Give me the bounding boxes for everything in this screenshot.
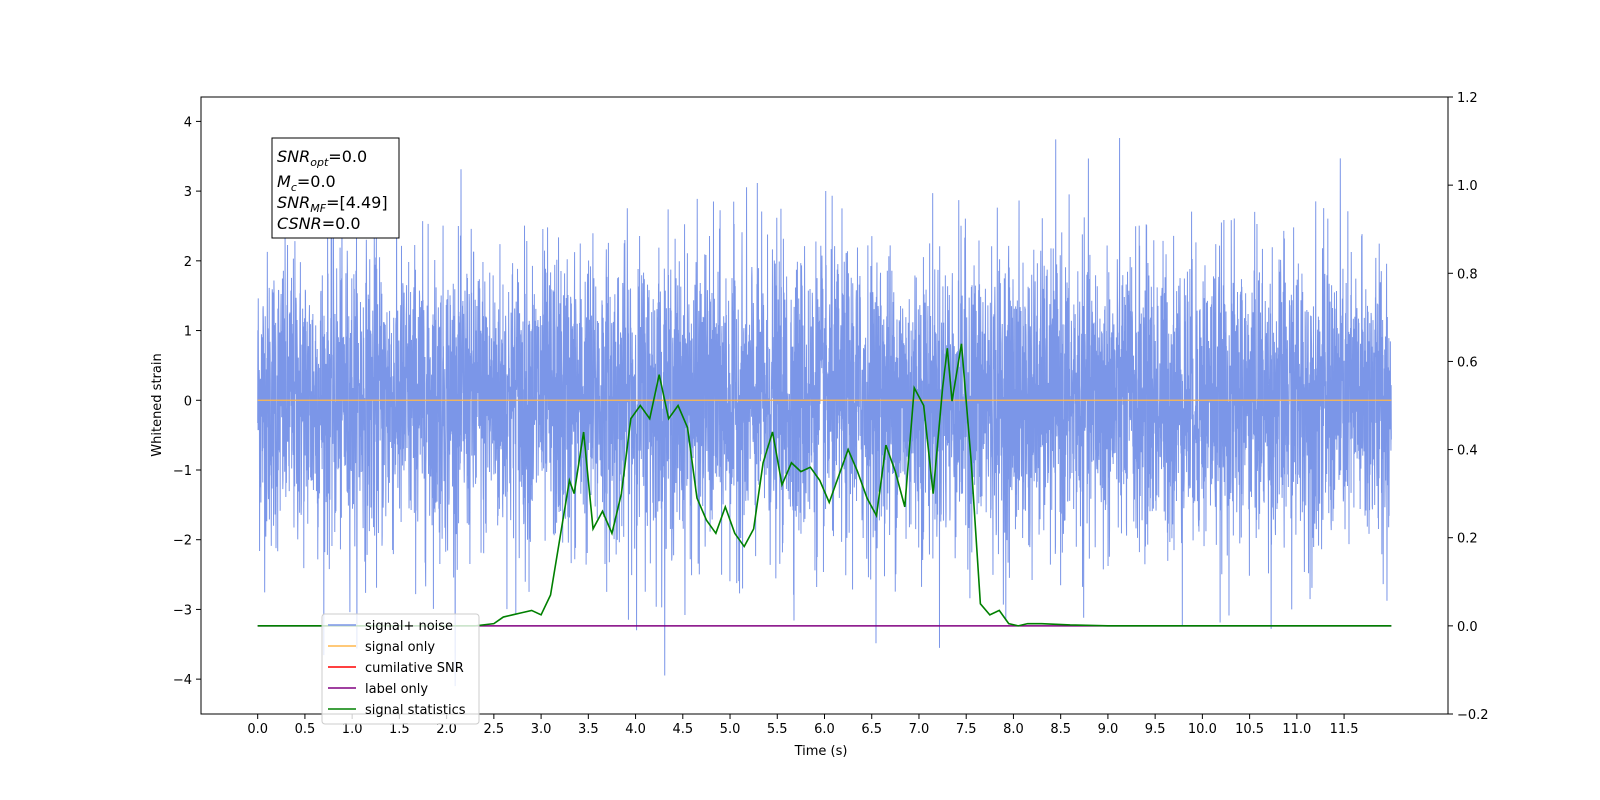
y2-tick-label: 0.6 bbox=[1457, 355, 1478, 370]
x-tick-label: 1.0 bbox=[342, 722, 363, 737]
info-mc-sub: c bbox=[291, 181, 297, 194]
y-axis-right: 1.2 1.0 0.8 0.6 0.4 0.2 0.0 −0.2 bbox=[1448, 91, 1489, 723]
info-csnr-val: =0.0 bbox=[322, 214, 361, 233]
info-mc-main: M bbox=[277, 172, 291, 191]
info-snr-opt-val: =0.0 bbox=[328, 147, 367, 166]
info-snr-mf-val: =[4.49] bbox=[326, 193, 388, 212]
y-axis-left: 4 3 2 1 0 −1 −2 −3 −4 bbox=[173, 115, 201, 688]
x-tick-label: 2.0 bbox=[436, 722, 457, 737]
x-tick-label: 5.5 bbox=[767, 722, 788, 737]
y-tick-label: 3 bbox=[184, 185, 192, 200]
x-tick-label: 11.5 bbox=[1330, 722, 1359, 737]
info-snr-mf-sub: MF bbox=[310, 202, 326, 215]
y-tick-label: −4 bbox=[173, 673, 192, 688]
x-tick-label: 5.0 bbox=[720, 722, 741, 737]
legend-label-label-only: label only bbox=[365, 682, 428, 697]
y-axis-label: Whitened strain bbox=[150, 353, 165, 456]
x-tick-label: 0.0 bbox=[247, 722, 268, 737]
y-tick-label: −3 bbox=[173, 603, 192, 618]
info-snr-mf: SNRMF=[4.49] bbox=[277, 193, 388, 215]
x-tick-label: 3.5 bbox=[578, 722, 599, 737]
x-axis: 0.0 0.5 1.0 1.5 2.0 2.5 3.0 3.5 4.0 4.5 5.0 5.5 6.0 6… bbox=[247, 714, 1359, 737]
y2-tick-label: 0.0 bbox=[1457, 620, 1478, 635]
info-box: SNRopt=0.0 Mc=0.0 SNRMF=[4.49] CSNR=0.0 bbox=[271, 137, 400, 239]
x-tick-label: 4.0 bbox=[625, 722, 646, 737]
x-tick-label: 6.0 bbox=[814, 722, 835, 737]
y-tick-label: 1 bbox=[184, 325, 192, 340]
x-tick-label: 2.5 bbox=[484, 722, 505, 737]
info-snr-opt-sub: opt bbox=[310, 156, 329, 169]
x-tick-label: 8.5 bbox=[1050, 722, 1071, 737]
legend: signal+ noise signal only cumilative SNR… bbox=[321, 613, 480, 725]
signal-statistics-line bbox=[257, 343, 1392, 627]
y-tick-label: 0 bbox=[184, 394, 192, 409]
info-box-frame bbox=[271, 137, 400, 239]
info-csnr: CSNR=0.0 bbox=[277, 214, 361, 233]
legend-label-signal-noise: signal+ noise bbox=[365, 619, 453, 634]
x-tick-label: 6.5 bbox=[861, 722, 882, 737]
info-csnr-main: CSNR bbox=[277, 214, 322, 233]
info-snr-opt: SNRopt=0.0 bbox=[277, 147, 367, 169]
x-tick-label: 10.0 bbox=[1188, 722, 1217, 737]
legend-label-signal-statistics: signal statistics bbox=[365, 703, 466, 718]
y2-tick-label: 1.2 bbox=[1457, 91, 1478, 106]
x-tick-label: 7.5 bbox=[956, 722, 977, 737]
signal-statistics-series bbox=[257, 343, 1392, 627]
info-mc-val: =0.0 bbox=[297, 172, 336, 191]
signal-noise-series bbox=[257, 137, 1392, 687]
x-tick-label: 4.5 bbox=[672, 722, 693, 737]
signal-noise-line bbox=[257, 137, 1392, 687]
x-axis-label: Time (s) bbox=[794, 744, 848, 759]
y-tick-label: −2 bbox=[173, 534, 192, 549]
x-tick-label: 9.5 bbox=[1145, 722, 1166, 737]
y2-tick-label: 0.8 bbox=[1457, 267, 1478, 282]
y2-tick-label: 0.2 bbox=[1457, 532, 1478, 547]
y-tick-label: −1 bbox=[173, 464, 192, 479]
x-tick-label: 3.0 bbox=[531, 722, 552, 737]
x-tick-label: 10.5 bbox=[1235, 722, 1264, 737]
legend-label-signal-only: signal only bbox=[365, 640, 435, 655]
x-tick-label: 0.5 bbox=[295, 722, 316, 737]
x-tick-label: 1.5 bbox=[389, 722, 410, 737]
x-tick-label: 9.0 bbox=[1098, 722, 1119, 737]
info-snr-mf-main: SNR bbox=[277, 193, 310, 212]
info-snr-opt-main: SNR bbox=[277, 147, 310, 166]
y2-tick-label: 1.0 bbox=[1457, 179, 1478, 194]
y-tick-label: 4 bbox=[184, 115, 192, 130]
y-tick-label: 2 bbox=[184, 255, 192, 270]
x-tick-label: 8.0 bbox=[1003, 722, 1024, 737]
y2-tick-label: 0.4 bbox=[1457, 444, 1478, 459]
info-mc: Mc=0.0 bbox=[277, 172, 336, 194]
x-tick-label: 7.0 bbox=[909, 722, 930, 737]
x-tick-label: 11.0 bbox=[1282, 722, 1311, 737]
legend-label-cumilative-snr: cumilative SNR bbox=[365, 661, 464, 676]
legend-frame bbox=[321, 613, 480, 725]
y2-tick-label: −0.2 bbox=[1457, 708, 1489, 723]
